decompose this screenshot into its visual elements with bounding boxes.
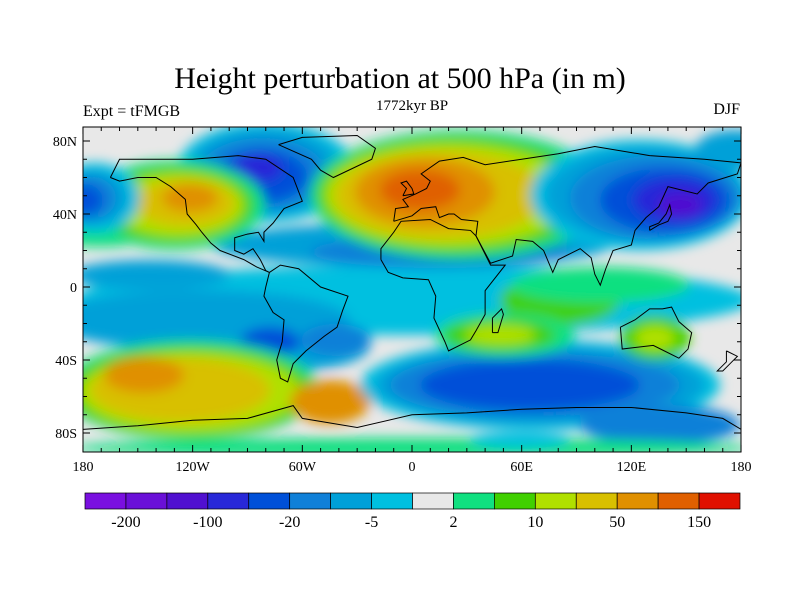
coastline-africa xyxy=(380,218,507,352)
coastlines xyxy=(83,135,741,430)
coastline-australia xyxy=(619,306,693,359)
coastline-britain xyxy=(400,180,415,197)
contour-region xyxy=(290,380,370,424)
colorbar-box xyxy=(698,492,741,510)
colorbar-label: -5 xyxy=(365,514,378,531)
contour-region xyxy=(380,170,460,210)
colorbar-box xyxy=(166,492,209,510)
contour-region xyxy=(104,357,184,393)
colorbar-box xyxy=(125,492,168,510)
experiment-label: Expt = tFMGB xyxy=(83,103,181,120)
colorbar-box xyxy=(84,492,127,510)
y-tick-label: 80S xyxy=(55,427,77,442)
x-tick-label: 120W xyxy=(176,460,211,475)
coastline-antarctica xyxy=(83,405,741,430)
colorbar-label: 50 xyxy=(609,514,625,531)
season-label: DJF xyxy=(713,101,740,118)
colorbar-box xyxy=(330,492,372,510)
colorbar-box xyxy=(207,492,250,510)
x-tick-label: 0 xyxy=(409,460,416,475)
coastline-north-america xyxy=(109,155,303,273)
contour-region xyxy=(420,360,640,410)
y-tick-label: 40N xyxy=(53,208,77,223)
colorbar-label: -20 xyxy=(279,514,300,531)
x-tick-label: 120E xyxy=(617,460,647,475)
contour-region xyxy=(233,154,283,182)
contour-region xyxy=(695,130,741,170)
plot-title: Height perturbation at 500 hPa (in m) xyxy=(174,62,626,95)
colorbar: -200 -100 -20 -5 2 10 50 150 xyxy=(84,492,741,531)
colorbar-box xyxy=(371,492,413,510)
colorbar-box xyxy=(248,492,291,510)
contour-region xyxy=(83,260,230,290)
x-tick-label: 180 xyxy=(731,460,752,475)
colorbar-label: 2 xyxy=(449,514,457,531)
y-tick-label: 0 xyxy=(70,281,77,296)
y-tick-label: 40S xyxy=(55,354,77,369)
colorbar-box xyxy=(657,492,700,510)
x-tick-label: 60E xyxy=(510,460,533,475)
colorbar-box xyxy=(412,492,454,510)
coastline-south-america xyxy=(263,264,349,383)
x-tick-label: 60W xyxy=(289,460,317,475)
contour-field xyxy=(83,127,741,452)
coastline-eurasia xyxy=(393,145,741,287)
colorbar-box xyxy=(616,492,659,510)
colorbar-label: 10 xyxy=(527,514,543,531)
contour-region xyxy=(470,432,570,448)
coastline-greenland xyxy=(278,135,377,179)
coastline-new-zealand xyxy=(716,350,739,372)
colorbar-label: -100 xyxy=(193,514,222,531)
colorbar-label: -200 xyxy=(111,514,140,531)
contour-region xyxy=(658,193,702,217)
contour-region xyxy=(580,405,740,445)
coastline-madagascar xyxy=(491,307,504,334)
time-label: 1772kyr BP xyxy=(375,98,449,114)
coastline-japan xyxy=(649,203,673,231)
contour-region xyxy=(83,185,103,215)
colorbar-box xyxy=(534,492,577,510)
colorbar-label: 150 xyxy=(687,514,711,531)
x-tick-label: 180 xyxy=(72,460,93,475)
colorbar-box xyxy=(289,492,331,510)
contour-region xyxy=(162,184,218,212)
y-tick-label: 80N xyxy=(53,135,77,150)
colorbar-box xyxy=(575,492,618,510)
colorbar-box xyxy=(453,492,495,510)
contour-region xyxy=(635,326,675,350)
colorbar-box xyxy=(494,492,536,510)
contour-region xyxy=(301,324,371,356)
contour-region xyxy=(465,325,535,345)
